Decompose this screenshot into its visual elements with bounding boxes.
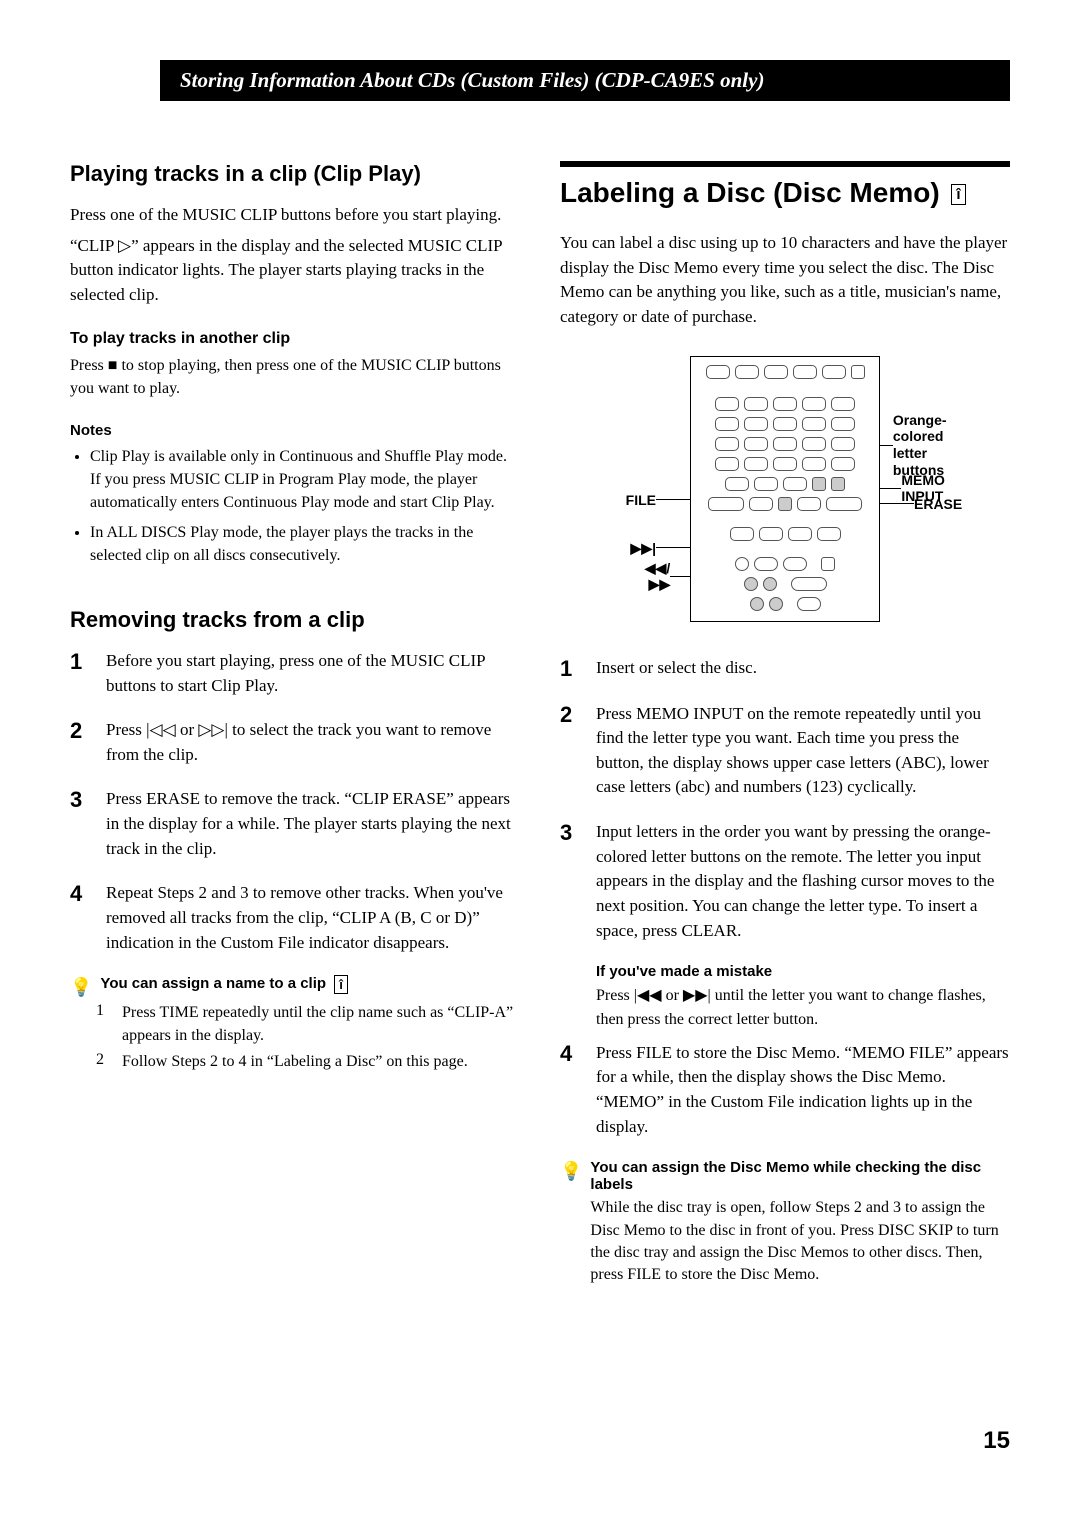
clip-name-tip: 💡 You can assign a name to a clip î [70, 975, 520, 998]
remote-icon: î [334, 975, 348, 994]
tip-step-number: 1 [96, 1002, 108, 1047]
remove-steps: 1 Before you start playing, press one of … [70, 649, 520, 955]
labeling-heading-text: Labeling a Disc (Disc Memo) [560, 177, 947, 208]
tip-icon: 💡 [70, 977, 92, 998]
step-text: Before you start playing, press one of t… [106, 649, 520, 698]
another-clip-heading: To play tracks in another clip [70, 330, 520, 348]
clip-play-heading: Playing tracks in a clip (Clip Play) [70, 161, 520, 187]
callout-file: FILE [626, 492, 656, 509]
step-number: 1 [560, 656, 580, 682]
callout-orange: Orange-colored letter buttons [893, 412, 968, 479]
step-text: Press ERASE to remove the track. “CLIP E… [106, 787, 520, 861]
tip-step-text: Press TIME repeatedly until the clip nam… [122, 1002, 520, 1047]
tip-body: While the disc tray is open, follow Step… [590, 1197, 1010, 1287]
notes-list: Clip Play is available only in Continuou… [70, 445, 520, 567]
remote-icon: î [951, 184, 965, 205]
tip-title: You can assign a name to a clip [100, 975, 330, 992]
label-steps: 1 Insert or select the disc. 2Press MEMO … [560, 656, 1010, 944]
labeling-heading: Labeling a Disc (Disc Memo) î [560, 161, 1010, 209]
another-clip-text: Press ■ to stop playing, then press one … [70, 354, 520, 400]
remote-diagram: Orange-colored letter buttons MEMO INPUT… [560, 356, 1010, 622]
step-text: Press FILE to store the Disc Memo. “MEMO… [596, 1041, 1010, 1140]
clip-play-p2: “CLIP ▷” appears in the display and the … [70, 234, 520, 308]
step-text: Input letters in the order you want by p… [596, 820, 1010, 943]
tip-step-text: Follow Steps 2 to 4 in “Labeling a Disc”… [122, 1051, 468, 1073]
step-number: 2 [70, 718, 90, 767]
step-number: 3 [70, 787, 90, 861]
notes-heading: Notes [70, 422, 520, 439]
left-column: Playing tracks in a clip (Clip Play) Pre… [70, 161, 520, 1287]
disc-memo-tip: 💡 You can assign the Disc Memo while che… [560, 1159, 1010, 1287]
callout-erase: ERASE [914, 496, 962, 513]
tip-icon: 💡 [560, 1161, 582, 1182]
step-text: Press MEMO INPUT on the remote repeatedl… [596, 702, 1010, 801]
step-number: 1 [70, 649, 90, 698]
callout-prevfwd: ◀◀/▶▶ [628, 560, 670, 594]
step-number: 4 [70, 881, 90, 955]
step-number: 3 [560, 820, 580, 943]
labeling-intro: You can label a disc using up to 10 char… [560, 231, 1010, 330]
page-number: 15 [70, 1427, 1010, 1455]
step-number: 4 [560, 1041, 580, 1140]
page-banner: Storing Information About CDs (Custom Fi… [160, 60, 1010, 101]
tip-title: You can assign the Disc Memo while check… [590, 1159, 1010, 1193]
mistake-text: Press |◀◀ or ▶▶| until the letter you wa… [596, 984, 1010, 1030]
callout-next: ▶▶| [616, 540, 656, 557]
step-text: Repeat Steps 2 and 3 to remove other tra… [106, 881, 520, 955]
mistake-heading: If you've made a mistake [596, 963, 1010, 980]
tip-step-number: 2 [96, 1051, 108, 1073]
note-item: Clip Play is available only in Continuou… [90, 445, 520, 515]
note-item: In ALL DISCS Play mode, the player plays… [90, 521, 520, 567]
step-text: Insert or select the disc. [596, 656, 757, 682]
removing-heading: Removing tracks from a clip [70, 607, 520, 633]
step-number: 2 [560, 702, 580, 801]
right-column: Labeling a Disc (Disc Memo) î You can la… [560, 161, 1010, 1287]
step-text: Press |◁◁ or ▷▷| to select the track you… [106, 718, 520, 767]
clip-play-p1: Press one of the MUSIC CLIP buttons befo… [70, 203, 520, 228]
